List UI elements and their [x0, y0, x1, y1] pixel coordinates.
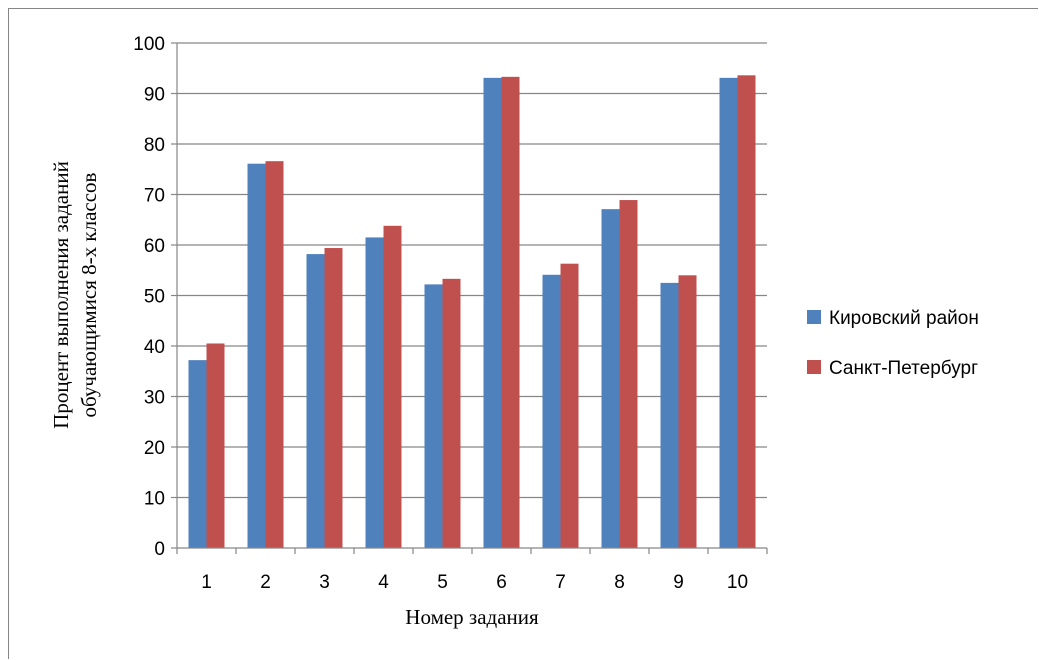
y-tick-label: 90: [144, 85, 165, 106]
y-axis-title: Процент выполнения заданий обучающимися …: [49, 161, 101, 429]
bar-spb: [619, 200, 638, 548]
y-tick-label: 50: [144, 287, 165, 308]
y-tick-label: 10: [144, 489, 165, 510]
bar-spb: [206, 343, 225, 548]
x-tick-label: 7: [555, 572, 566, 593]
y-tick-labels: 0 10 20 30 40 50 60 70 80 90 100: [133, 34, 165, 560]
bars: [188, 75, 756, 549]
bar-spb: [383, 225, 402, 548]
bar-spb: [678, 275, 697, 548]
y-axis-title-line-2: обучающимися 8-х классов: [77, 172, 101, 417]
bar-kirovsky: [601, 209, 620, 548]
bar-spb: [560, 263, 579, 548]
y-tick-label: 60: [144, 236, 165, 257]
legend-swatch: [807, 360, 821, 374]
x-tick-label: 3: [319, 572, 330, 593]
y-tick-label: 20: [144, 438, 165, 459]
bar-kirovsky: [306, 254, 325, 548]
y-tick-label: 80: [144, 135, 165, 156]
y-tick-label: 70: [144, 186, 165, 207]
x-axis-title: Номер задания: [405, 605, 539, 629]
bar-spb: [501, 76, 520, 549]
bar-kirovsky: [247, 163, 266, 548]
bar-kirovsky: [365, 237, 384, 549]
legend-swatch: [807, 310, 821, 324]
chart-frame: [8, 8, 1038, 659]
bar-kirovsky: [542, 274, 561, 548]
y-axis-title-line-1: Процент выполнения заданий: [49, 161, 73, 429]
bar-kirovsky: [188, 360, 207, 548]
bar-kirovsky: [483, 77, 502, 548]
y-tick-label: 100: [133, 34, 165, 55]
x-tick-labels: 1 2 3 4 5 6 7 8 9 10: [201, 572, 748, 593]
x-tick-label: 9: [673, 572, 684, 593]
x-tick-label: 1: [201, 572, 212, 593]
x-tick-label: 2: [260, 572, 271, 593]
bar-kirovsky: [719, 77, 738, 548]
x-tick-label: 10: [727, 572, 748, 593]
bar-spb: [265, 161, 284, 549]
x-tick-label: 5: [437, 572, 448, 593]
axes: [171, 42, 768, 554]
x-tick-label: 8: [614, 572, 625, 593]
legend-label: Санкт-Петербург: [829, 358, 978, 379]
bar-spb: [442, 278, 461, 548]
bar-kirovsky: [424, 284, 443, 548]
y-tick-label: 30: [144, 388, 165, 409]
y-tick-label: 0: [154, 539, 165, 560]
bar-kirovsky: [660, 282, 679, 548]
x-tick-label: 6: [496, 572, 507, 593]
bar-spb: [324, 248, 343, 548]
y-tick-label: 40: [144, 337, 165, 358]
x-tick-label: 4: [378, 572, 389, 593]
bar-spb: [737, 75, 756, 548]
legend-label: Кировский район: [829, 308, 979, 329]
legend: Кировский район Санкт-Петербург: [807, 308, 979, 379]
